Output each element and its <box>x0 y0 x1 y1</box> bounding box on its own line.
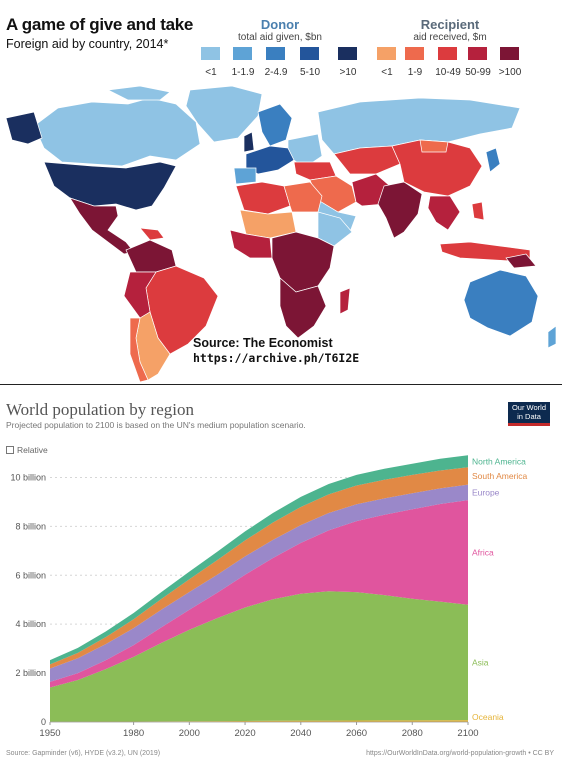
map-korea-japan <box>485 147 501 173</box>
recipient-swatch-label-3: 50-99 <box>465 67 491 78</box>
area-south-america[interactable] <box>50 467 468 669</box>
recipient-legend-subheading: aid received, $m <box>413 32 487 43</box>
map-uk <box>243 131 255 153</box>
recipient-swatch-4 <box>500 47 519 60</box>
donor-swatch-label-3: 5-10 <box>299 67 320 78</box>
legend-label-asia: Asia <box>472 657 489 667</box>
recipient-swatch-1 <box>405 47 424 60</box>
x-tick-label-5: 2060 <box>346 728 367 739</box>
area-asia[interactable] <box>50 591 468 722</box>
aid-map-subtitle: Foreign aid by country, 2014* <box>6 37 169 51</box>
recipient-swatch-3 <box>468 47 487 60</box>
donor-swatch-label-2: 2-4.9 <box>264 67 288 78</box>
recipient-swatch-2 <box>438 47 457 60</box>
map-alaska <box>5 111 43 145</box>
donor-swatch-label-1: 1-1.9 <box>231 67 255 78</box>
map-colombia-venezuela <box>125 239 177 273</box>
population-area-chart: 0 2 billion 4 billion 6 billion 8 billion 10 … <box>10 455 528 739</box>
logo-line-1: Our World <box>511 403 547 412</box>
map-canada <box>33 97 201 167</box>
map-north-africa-west <box>235 181 291 215</box>
recipient-swatch-0 <box>377 47 396 60</box>
recipient-legend-heading: Recipient <box>420 17 480 32</box>
relative-label: Relative <box>17 445 48 455</box>
map-madagascar <box>339 287 351 315</box>
y-tick-label-0: 0 <box>41 717 46 727</box>
map-spain <box>233 167 257 185</box>
bottom-rule <box>0 384 562 385</box>
map-new-zealand <box>547 325 557 349</box>
donor-swatch-label-4: >10 <box>339 67 357 78</box>
relative-checkbox[interactable] <box>6 446 14 454</box>
x-tick-label-0: 1950 <box>39 728 60 739</box>
aid-map-source: Source: The Economist <box>193 336 333 350</box>
x-tick-label-2: 2000 <box>179 728 200 739</box>
recipient-swatch-label-2: 10-49 <box>435 67 461 78</box>
x-tick-label-1: 1980 <box>123 728 144 739</box>
x-tick-label-4: 2040 <box>290 728 311 739</box>
map-greenland <box>185 85 263 143</box>
map-southeast-asia <box>427 195 461 231</box>
aid-map-source-url: https://archive.ph/T6I2E <box>193 351 360 365</box>
donor-swatch-2 <box>266 47 285 60</box>
donor-swatch-4 <box>338 47 357 60</box>
population-panel: World population by region Projected pop… <box>0 385 562 776</box>
map-papua <box>505 253 537 269</box>
relative-toggle[interactable]: Relative <box>6 445 48 455</box>
y-tick-label-3: 6 billion <box>15 570 46 580</box>
legend-label-europe: Europe <box>472 487 500 497</box>
world-aid-map <box>5 85 557 382</box>
recipient-swatch-label-1: 1-9 <box>407 67 423 78</box>
legend-label-africa: Africa <box>472 547 494 557</box>
donor-swatch-label-0: <1 <box>205 67 217 78</box>
legend-label-north-america: North America <box>472 456 526 466</box>
x-tick-label-6: 2080 <box>402 728 423 739</box>
map-mongolia <box>419 139 449 153</box>
map-caribbean <box>139 227 165 241</box>
donor-swatch-0 <box>201 47 220 60</box>
owid-logo: Our World in Data <box>508 402 550 426</box>
donor-swatch-3 <box>300 47 319 60</box>
recipient-swatch-label-4: >100 <box>498 67 522 78</box>
donor-legend-heading: Donor <box>260 17 300 32</box>
map-central-africa <box>271 231 335 293</box>
population-source: Source: Gapminder (v6), HYDE (v3.2), UN … <box>6 750 161 757</box>
population-footer-link: https://OurWorldInData.org/world-populat… <box>366 750 554 757</box>
map-nordics <box>257 103 293 147</box>
map-horn-africa <box>317 211 353 247</box>
map-philippines <box>471 201 485 221</box>
map-india <box>377 181 423 239</box>
recipient-swatch-label-0: <1 <box>381 67 393 78</box>
x-tick-label-7: 2100 <box>457 728 478 739</box>
y-tick-label-1: 2 billion <box>15 668 46 678</box>
aid-map-title: A game of give and take <box>6 15 194 34</box>
population-chart-title: World population by region <box>6 400 194 419</box>
x-tick-label-3: 2020 <box>234 728 255 739</box>
legend-label-oceania: Oceania <box>472 712 504 722</box>
y-tick-label-4: 8 billion <box>15 521 46 531</box>
map-usa <box>43 161 177 211</box>
population-chart-subtitle: Projected population to 2100 is based on… <box>6 420 306 430</box>
y-tick-label-2: 4 billion <box>15 619 46 629</box>
logo-line-2: in Data <box>517 411 541 421</box>
map-mexico <box>69 197 135 255</box>
map-arctic-islands <box>106 85 171 101</box>
map-australia <box>463 269 539 337</box>
y-tick-label-5: 10 billion <box>10 472 46 482</box>
donor-legend-subheading: total aid given, $bn <box>238 32 322 43</box>
map-chile <box>129 317 149 382</box>
area-north-america[interactable] <box>50 455 468 665</box>
area-europe[interactable] <box>50 484 468 682</box>
legend-label-south-america: South America <box>472 471 528 481</box>
map-southern-africa <box>279 277 327 339</box>
donor-swatch-1 <box>233 47 252 60</box>
aid-map-panel: A game of give and take Foreign aid by c… <box>0 0 562 385</box>
area-oceania[interactable] <box>50 720 468 722</box>
area-africa[interactable] <box>50 500 468 688</box>
